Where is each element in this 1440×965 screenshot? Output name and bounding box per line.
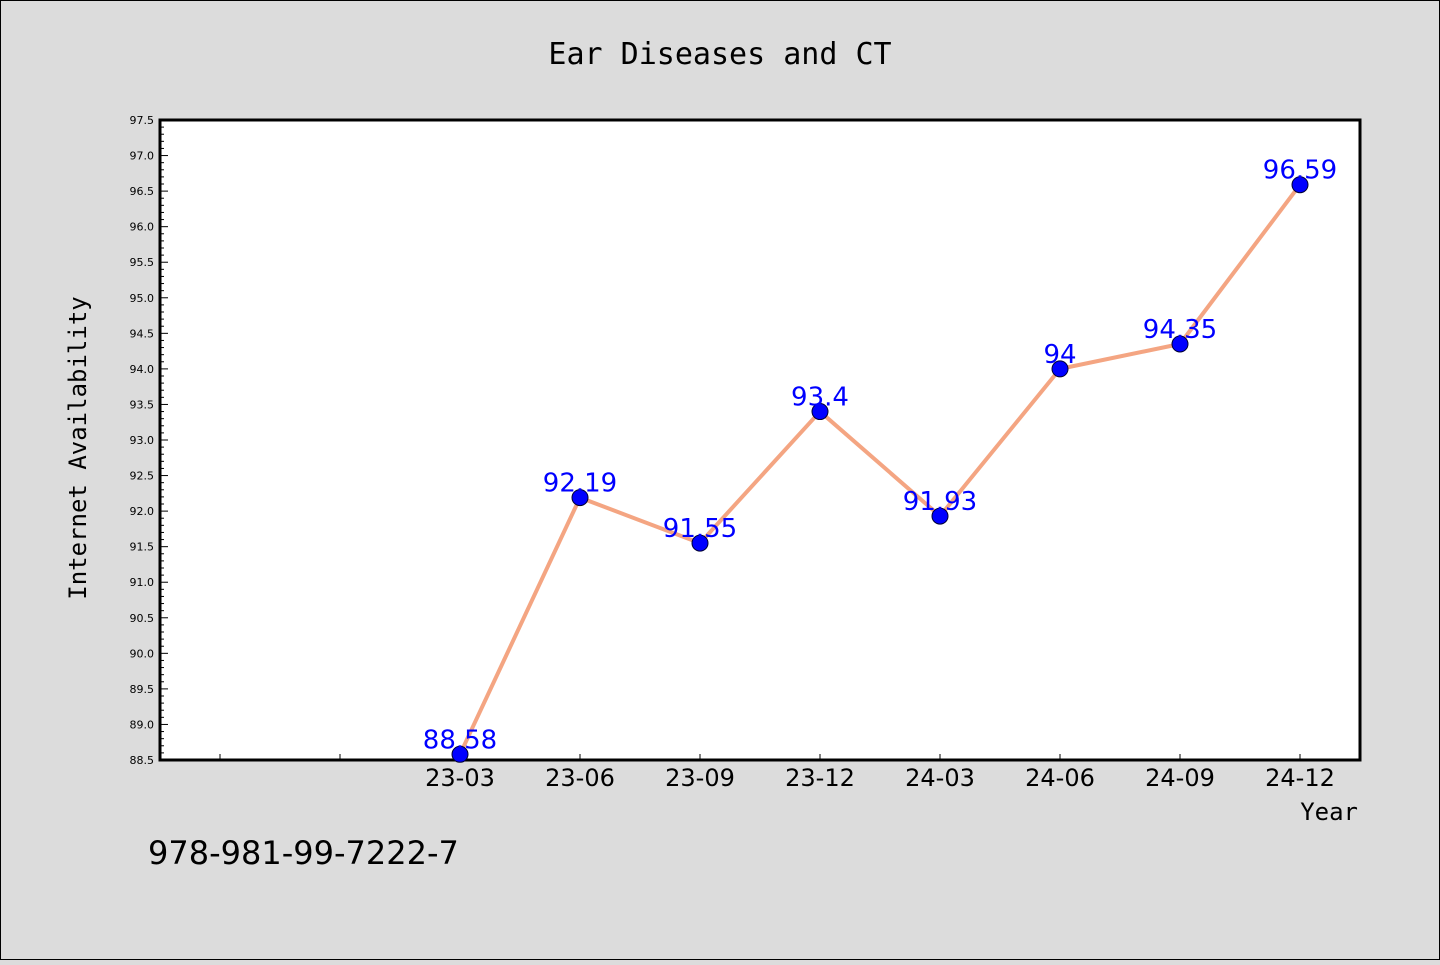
x-tick-label: 23-12 xyxy=(785,764,855,792)
y-tick-label: 88.5 xyxy=(130,754,155,767)
y-tick-label: 89.5 xyxy=(130,683,155,696)
y-tick-label: 94.0 xyxy=(130,363,155,376)
x-axis-label: Year xyxy=(1300,798,1358,826)
data-point xyxy=(811,403,829,421)
x-tick-label: 23-09 xyxy=(665,764,735,792)
x-tick-label: 24-09 xyxy=(1145,764,1215,792)
x-tick-label: 24-06 xyxy=(1025,764,1095,792)
y-tick-label: 90.0 xyxy=(130,647,155,660)
y-tick-label: 90.5 xyxy=(130,612,155,625)
y-tick-label: 96.0 xyxy=(130,221,155,234)
data-label: 88.58 xyxy=(423,725,497,755)
x-tick-label: 24-03 xyxy=(905,764,975,792)
data-point xyxy=(451,745,469,763)
data-point xyxy=(571,489,589,507)
x-tick-label: 23-06 xyxy=(545,764,615,792)
x-tick-label: 23-03 xyxy=(425,764,495,792)
data-point xyxy=(691,534,709,552)
y-tick-label: 92.5 xyxy=(130,470,155,483)
y-tick-label: 91.5 xyxy=(130,541,155,554)
data-label: 91.93 xyxy=(903,487,977,517)
series-line xyxy=(458,183,1302,756)
y-axis-label: Internet Availability xyxy=(64,296,92,599)
data-label: 92.19 xyxy=(543,469,617,499)
data-label: 91.55 xyxy=(663,514,737,544)
y-tick-label: 93.5 xyxy=(130,398,155,411)
data-point xyxy=(1291,176,1309,194)
chart-title: Ear Diseases and CT xyxy=(548,37,891,72)
y-tick-label: 96.5 xyxy=(130,185,155,198)
y-tick-label: 89.0 xyxy=(130,718,155,731)
y-tick-label: 93.0 xyxy=(130,434,155,447)
y-tick-label: 92.0 xyxy=(130,505,155,518)
x-axis: 23-03 23-06 23-09 23-12 24-03 24-06 24-09 24-12 xyxy=(219,754,1335,792)
y-tick-label: 94.5 xyxy=(130,327,155,340)
footnote: 978-981-99-7222-7 xyxy=(148,834,459,872)
y-tick-label: 97.0 xyxy=(130,150,155,163)
series-layer: 88.58 92.19 91.55 93.4 91.93 94 94.35 96.59 xyxy=(423,156,1337,763)
data-point xyxy=(931,507,949,525)
data-label: 93.4 xyxy=(791,383,849,413)
y-tick-label: 95.5 xyxy=(130,256,155,269)
y-tick-label: 95.0 xyxy=(130,292,155,305)
y-tick-label: 97.5 xyxy=(130,114,155,127)
x-tick-label: 24-12 xyxy=(1265,764,1335,792)
data-point xyxy=(1051,360,1069,378)
plot-area xyxy=(158,118,1362,762)
y-axis: 88.5 89.0 89.5 90.0 90.5 91.0 91.5 92.0 92.5 93.0… xyxy=(130,114,168,767)
y-tick-label: 91.0 xyxy=(130,576,155,589)
data-label: 96.59 xyxy=(1263,156,1337,186)
data-point xyxy=(1171,335,1189,353)
data-label: 94 xyxy=(1043,340,1076,370)
data-label: 94.35 xyxy=(1143,315,1217,345)
